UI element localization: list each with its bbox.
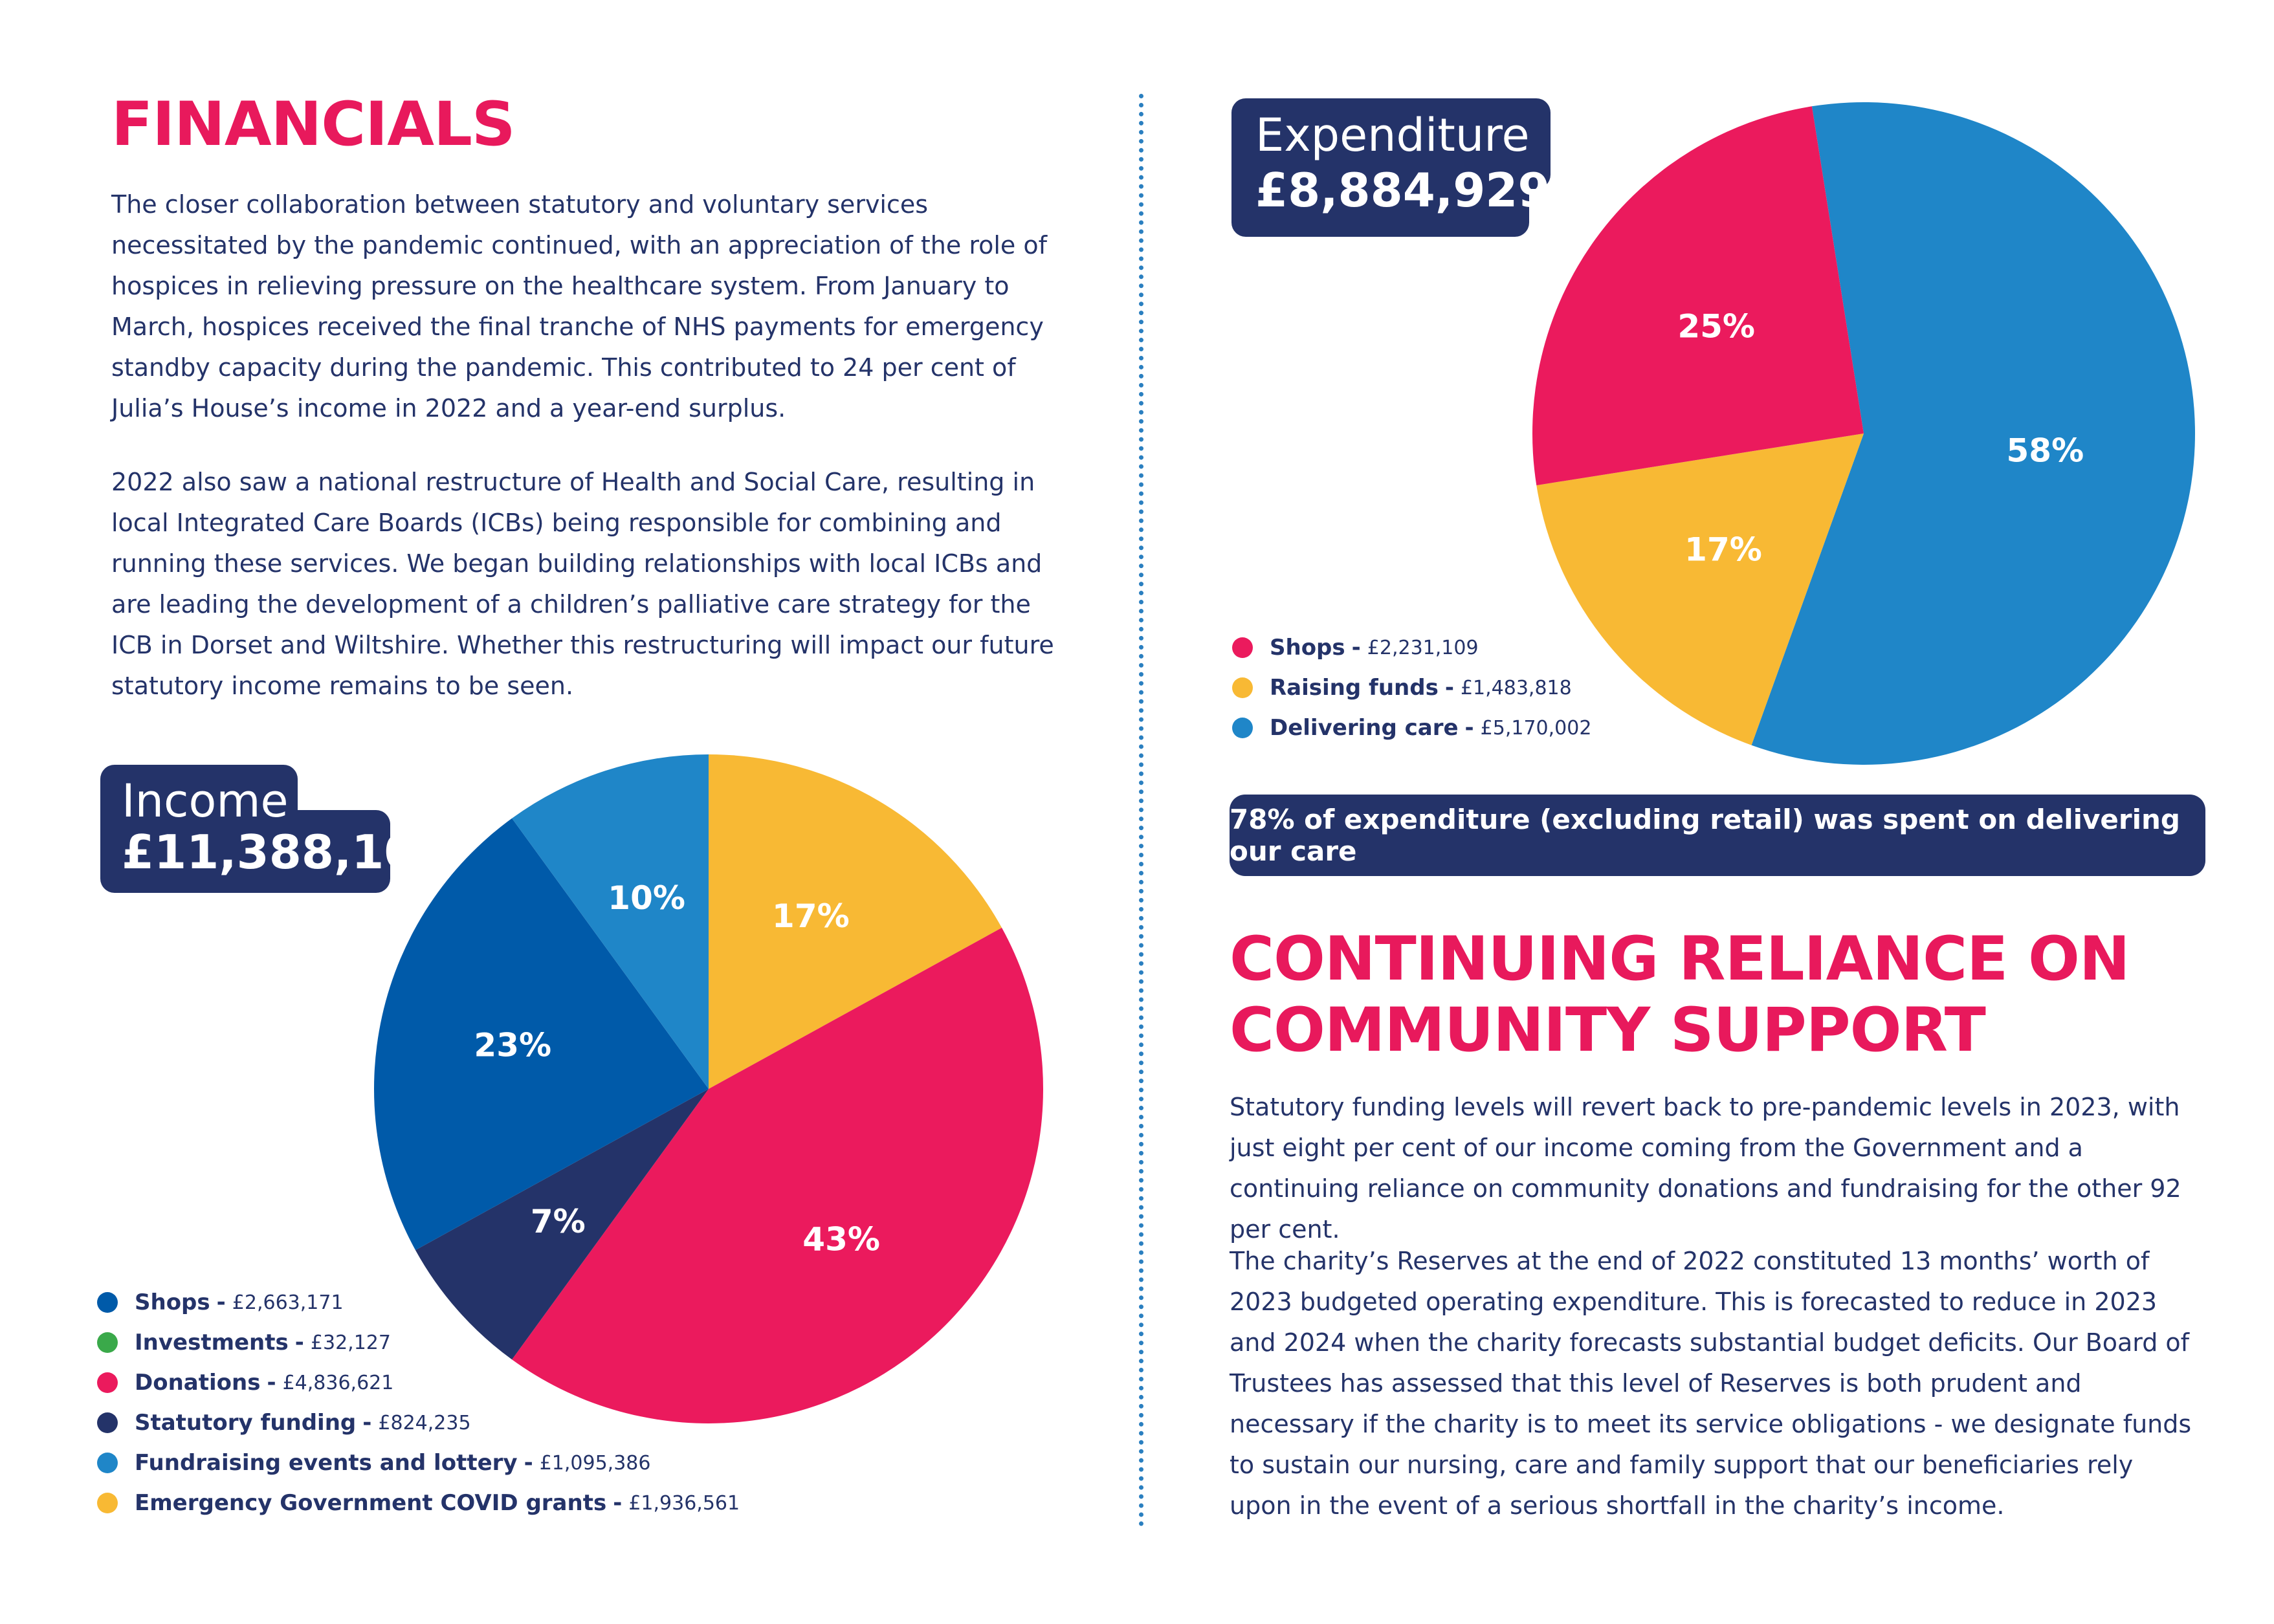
legend-amount: £1,095,386 [539,1451,651,1475]
legend-item-statutory-funding: Statutory funding - £824,235 [97,1403,740,1443]
legend-item-delivering-care: Delivering care - £5,170,002 [1232,708,1591,748]
financials-paragraph-2: 2022 also saw a national restructure of … [111,468,1054,700]
legend-separator: - [294,1330,304,1355]
pie-slice-fundraising-events-and-lottery [512,754,709,1089]
community-paragraph-1: Statutory funding levels will revert bac… [1230,1093,2181,1244]
pie-label-donations: 43% [802,1221,880,1258]
pie-slice-shops [1532,106,1864,486]
legend-separator: - [1351,635,1361,661]
legend-item-raising-funds: Raising funds - £1,483,818 [1232,668,1591,708]
delivering-care-callout: 78% of expenditure (excluding retail) wa… [1230,795,2205,876]
legend-separator: - [216,1289,226,1315]
pie-label-shops: 23% [474,1026,551,1064]
legend-amount: £2,663,171 [232,1291,344,1314]
legend-name: Shops [135,1289,210,1315]
financials-title: FINANCIALS [111,89,516,160]
legend-swatch [97,1292,118,1313]
expenditure-title: Expenditure [1255,109,1530,162]
pie-label-shops: 25% [1677,307,1755,345]
legend-swatch [1232,637,1253,658]
legend-amount: £1,483,818 [1460,676,1572,699]
legend-separator: - [1444,675,1454,701]
expenditure-tag-bg-lower [1231,170,1529,237]
legend-separator: - [613,1490,623,1516]
legend-item-investments: Investments - £32,127 [97,1322,740,1363]
community-support-title: CONTINUING RELIANCE ON COMMUNITY SUPPORT [1230,924,2130,1066]
legend-name: Emergency Government COVID grants [135,1490,607,1516]
income-legend: Shops - £2,663,171 Investments - £32,127 Donat… [97,1282,740,1523]
pie-label-statutory-funding: 7% [531,1203,586,1240]
pie-slice-delivering-care [1751,102,2195,765]
legend-name: Fundraising events and lottery [135,1450,518,1476]
expenditure-legend: Shops - £2,231,109 Raising funds - £1,483,818… [1232,628,1591,748]
legend-amount: £4,836,621 [282,1371,394,1394]
expenditure-total: £8,884,929 [1255,163,1551,217]
pie-label-fundraising-events-and-lottery: 10% [608,879,685,917]
legend-item-donations: Donations - £4,836,621 [97,1363,740,1403]
pie-slice-donations [512,927,1043,1423]
legend-amount: £2,231,109 [1367,636,1479,659]
legend-name: Donations [135,1370,261,1396]
income-title: Income [122,774,289,828]
legend-name: Shops [1270,635,1345,661]
income-pie-chart: 17% 43% 7% 23% 10% [374,754,1043,1423]
legend-item-shops: Shops - £2,231,109 [1232,628,1591,668]
legend-separator: - [1464,715,1474,741]
legend-swatch [97,1412,118,1433]
legend-swatch [97,1372,118,1393]
legend-separator: - [362,1410,372,1436]
pie-label-raising-funds: 17% [1684,531,1762,568]
pie-slice-shops [374,818,709,1251]
legend-amount: £32,127 [310,1331,391,1354]
pie-slice-raising-funds [1536,433,1864,745]
expenditure-pie-chart: 58% 17% 25% [1532,102,2195,765]
legend-swatch [1232,677,1253,698]
legend-swatch [97,1493,118,1513]
pie-slice-emergency-government-covid-grants [709,754,1002,1089]
legend-amount: £5,170,002 [1480,716,1592,740]
legend-separator: - [267,1370,276,1396]
legend-item-emergency-government-covid-grants: Emergency Government COVID grants - £1,936… [97,1483,740,1523]
pie-slice-statutory-funding [415,1089,709,1360]
legend-swatch [1232,718,1253,738]
legend-name: Statutory funding [135,1410,357,1436]
legend-item-fundraising-events-and-lottery: Fundraising events and lottery - £1,095,38… [97,1443,740,1483]
legend-swatch [97,1332,118,1353]
legend-item-shops: Shops - £2,663,171 [97,1282,740,1322]
column-divider [1139,94,1143,1527]
income-tag-bg-lower [100,810,390,893]
pie-label-emergency-government-covid-grants: 17% [772,897,850,935]
legend-name: Raising funds [1270,675,1439,701]
income-total: £11,388,101 [122,825,449,879]
legend-amount: £824,235 [378,1411,471,1434]
legend-name: Delivering care [1270,715,1459,741]
legend-separator: - [524,1450,533,1476]
legend-name: Investments [135,1330,289,1355]
community-paragraph-2: The charity’s Reserves at the end of 202… [1230,1247,2192,1520]
legend-amount: £1,936,561 [628,1491,740,1515]
legend-swatch [97,1453,118,1473]
financials-paragraph-1: The closer collaboration between statuto… [111,190,1048,422]
pie-label-delivering-care: 58% [2007,432,2084,470]
